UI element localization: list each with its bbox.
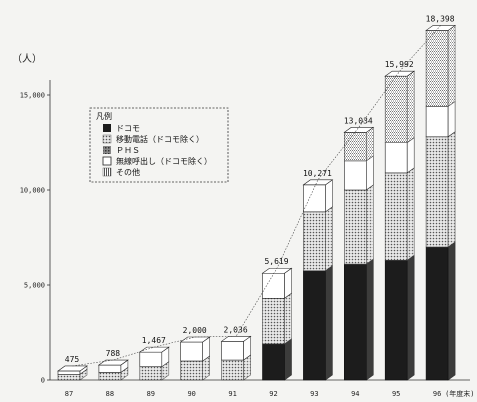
segment-paging-side <box>406 137 415 174</box>
segment-docomo <box>384 259 408 381</box>
segment-paging <box>425 106 449 138</box>
x-tick-label: 89 <box>147 390 155 398</box>
bar-top-face <box>138 346 170 353</box>
x-tick-label: 92 <box>269 390 277 398</box>
segment-other <box>425 30 449 107</box>
segment-other-side <box>447 24 456 108</box>
segment-paging <box>180 341 203 362</box>
legend: 凡例 ドコモ 移動電話（ドコモ除く） ＰＨＳ 無線呼出し（ドコモ除く） その他 <box>89 107 229 183</box>
y-tick-label: 15,000 <box>20 92 45 100</box>
x-tick-label: 91 <box>228 390 236 398</box>
x-axis-unit-suffix: (年度末) <box>445 389 474 398</box>
bar-top-face <box>261 267 293 274</box>
legend-frame <box>89 107 229 183</box>
y-tick-label: 5,000 <box>24 282 45 290</box>
segment-docomo <box>262 343 285 381</box>
bar-top-face <box>384 70 416 77</box>
bar-top-face <box>343 127 375 133</box>
segment-paging <box>139 351 163 368</box>
segment-docomo <box>425 246 449 381</box>
total-label: 2,000 <box>183 326 207 335</box>
segment-paging <box>343 160 367 191</box>
segment-docomo-side <box>406 254 415 381</box>
y-tick-label: 0 <box>41 377 45 385</box>
legend-label-phs: ＰＨＳ <box>116 146 140 155</box>
x-tick-label: 96 <box>433 390 441 398</box>
legend-label-mobile: 移動電話（ドコモ除く） <box>116 134 204 144</box>
segment-other <box>384 75 408 143</box>
labels-layer: 475 87 788 88 1,467 89 2,000 90 2,036 91 5,619 92 10… <box>65 14 475 398</box>
segment-mobile <box>180 360 203 381</box>
legend-label-docomo: ドコモ <box>116 124 140 133</box>
bar-top-face <box>57 365 88 372</box>
total-label: 2,036 <box>224 325 248 334</box>
segment-mobile-side <box>325 206 333 272</box>
bar-top-face <box>179 336 211 343</box>
segment-docomo <box>303 270 326 381</box>
x-tick-label: 90 <box>187 390 195 398</box>
y-tick-label: 10,000 <box>20 187 45 195</box>
segment-other-side <box>365 126 374 162</box>
y-unit-label: （人） <box>12 53 42 65</box>
segment-mobile-side <box>365 184 374 265</box>
segment-other <box>343 132 367 162</box>
x-tick-label: 88 <box>106 390 114 398</box>
total-label: 1,467 <box>142 336 166 345</box>
legend-label-paging: 無線呼出し（ドコモ除く） <box>116 156 212 166</box>
segment-docomo <box>343 263 367 381</box>
segment-paging-side <box>365 155 374 191</box>
bar-top-face <box>220 336 252 342</box>
segment-paging <box>262 272 285 299</box>
legend-swatch-phs <box>103 146 111 154</box>
bars-layer <box>57 24 457 381</box>
bar-top-face <box>302 179 334 186</box>
total-label: 15,992 <box>385 60 414 69</box>
segment-mobile <box>221 359 244 381</box>
legend-swatch-mobile <box>102 134 112 144</box>
segment-mobile <box>384 172 408 261</box>
segment-paging-side <box>447 100 456 138</box>
total-label: 788 <box>106 349 121 358</box>
segment-mobile <box>98 372 122 381</box>
segment-paging <box>303 184 326 213</box>
segment-mobile-side <box>284 292 292 345</box>
total-trend-line <box>72 25 441 367</box>
segment-paging <box>98 364 122 373</box>
segment-docomo-side <box>447 241 456 381</box>
bar-top-face <box>425 25 457 31</box>
segment-other-side <box>406 70 415 144</box>
total-label: 13,034 <box>344 116 373 125</box>
legend-swatch-other <box>102 167 112 177</box>
x-tick-label: 95 <box>392 390 400 398</box>
segment-paging-side <box>325 179 333 213</box>
segment-paging <box>221 341 244 361</box>
total-label: 10,271 <box>303 169 332 178</box>
total-label: 18,398 <box>426 14 455 23</box>
segment-docomo-side <box>365 258 374 381</box>
segment-docomo-side <box>325 265 333 381</box>
segment-mobile <box>303 211 326 272</box>
segment-mobile-side <box>447 131 456 248</box>
x-tick-label: 94 <box>351 390 359 398</box>
segment-mobile <box>57 373 81 381</box>
segment-mobile <box>262 297 285 345</box>
segment-mobile-side <box>406 167 415 261</box>
segment-mobile <box>139 366 163 381</box>
legend-swatch-paging <box>102 156 112 166</box>
legend-swatch-docomo <box>103 124 111 132</box>
legend-label-other: その他 <box>116 167 140 177</box>
x-tick-label: 87 <box>65 390 73 398</box>
segment-paging <box>384 142 408 174</box>
x-tick-label: 93 <box>310 390 318 398</box>
total-label: 5,619 <box>264 257 288 266</box>
segment-docomo-side <box>284 338 292 381</box>
total-label: 475 <box>65 355 80 364</box>
segment-mobile <box>343 189 367 265</box>
segment-paging <box>57 370 81 375</box>
segment-mobile <box>425 136 449 248</box>
legend-title: 凡例 <box>96 111 112 121</box>
